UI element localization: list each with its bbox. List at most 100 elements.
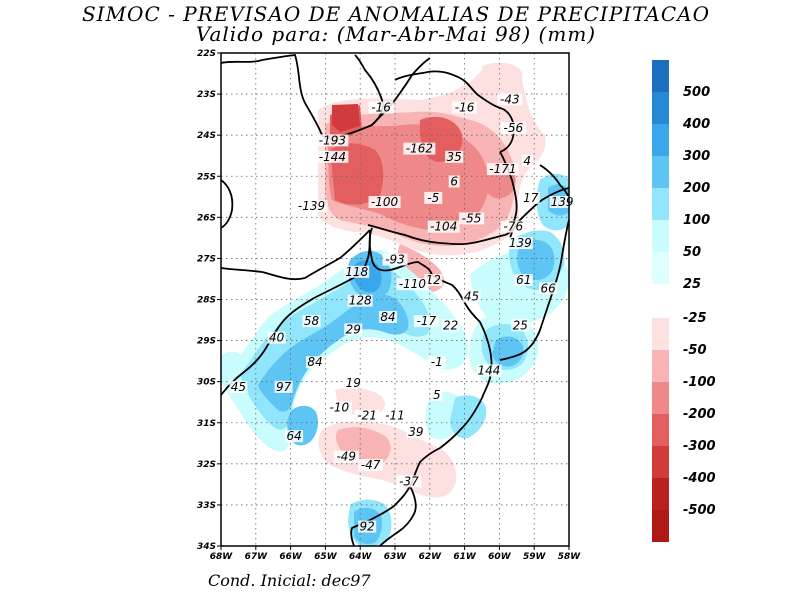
lat-tick-label: 23S [197,90,216,100]
legend-swatch-negative [652,414,669,446]
value-label-bg [476,364,502,377]
legend-swatch-positive [652,92,669,124]
value-label-bg [424,274,443,287]
value-label-bg [406,426,425,439]
anomaly-value: 19 [346,376,361,390]
value-label-bg [445,150,464,163]
legend-swatch-positive [652,188,669,220]
anomaly-value: -171 [489,162,516,176]
anomaly-value: 17 [523,191,539,205]
anomaly-value: -43 [500,92,520,106]
anomaly-value: 12 [426,273,441,287]
anomaly-value: 35 [447,150,462,164]
legend-swatch-negative [652,350,669,382]
anomaly-value: 128 [349,294,372,308]
anomaly-value: -76 [504,220,524,234]
value-label-bg [462,290,481,303]
value-label-bg [413,315,439,328]
legend-swatch-positive [652,60,669,92]
legend-swatch-positive [652,156,669,188]
lon-tick-label: 63W [384,552,408,562]
anomaly-value: 92 [360,520,375,534]
anomaly-value: 144 [478,363,501,377]
value-label-bg [441,319,460,332]
value-label-bg [521,154,533,167]
anomaly-value: 84 [380,310,395,324]
value-label-bg [368,196,401,209]
value-label-bg [358,458,384,471]
value-label-bg [452,101,478,114]
anomaly-value: 45 [464,290,479,304]
anomaly-value: 6 [450,174,458,188]
anomaly-value: 40 [269,331,285,345]
legend-swatch-negative [652,510,669,542]
anomaly-value: -5 [427,191,439,205]
legend-label-negative: -500 [683,503,716,518]
legend-swatch-positive [652,252,669,284]
value-label-bg [431,389,443,402]
value-label-bg [333,450,359,463]
value-label-bg [354,409,380,422]
anomaly-value: 25 [513,318,528,332]
anomaly-value: -100 [371,195,399,209]
anomaly-value: 29 [346,322,361,336]
value-label-bg [511,319,530,332]
lon-tick-label: 64W [349,552,373,562]
anomaly-value: 64 [286,429,301,443]
lon-tick-label: 66W [279,552,303,562]
anomaly-value: 66 [540,281,556,295]
anomaly-value: -55 [462,211,482,225]
value-label-bg [539,282,558,295]
legend-swatch-negative [652,446,669,478]
value-label-bg [427,220,460,233]
value-label-bg [424,191,443,204]
anomaly-value: 61 [516,273,531,287]
lat-tick-label: 31S [197,419,216,429]
value-labels: -43 -16 -16 -56 -193 -162 35 4 -144 -171 6 -5 17 139 -… [229,92,575,534]
lat-tick-label: 34S [197,542,216,552]
lon-tick-label: 61W [453,552,477,562]
value-label-bg [347,294,373,307]
lon-tick-label: 68W [210,552,234,562]
anomaly-value: 139 [551,195,574,209]
lon-tick-label: 65W [314,552,338,562]
value-label-bg [486,163,519,176]
value-label-bg [396,278,429,291]
legend-swatch-negative [652,478,669,510]
anomaly-value: -47 [361,458,381,472]
legend-label-negative: -200 [683,407,716,422]
lat-tick-label: 25S [197,172,216,182]
anomaly-value: 139 [509,236,532,250]
anomaly-value: 22 [443,318,458,332]
legend-label-negative: -400 [683,471,716,486]
lon-tick-label: 67W [245,552,269,562]
legend-label-positive: 300 [683,149,710,164]
value-label-bg [396,475,422,488]
anomaly-value: -56 [504,121,524,135]
legend-label-positive: 400 [682,117,710,132]
anomaly-value: -110 [399,277,427,291]
anomaly-value: -93 [385,253,405,267]
value-label-bg [521,191,540,204]
initial-condition-note: Cond. Inicial: dec97 [208,571,371,590]
legend-label-negative: -25 [683,311,707,326]
value-label-bg [368,101,394,114]
anomaly-value: 5 [433,388,441,402]
color-legend: 500 400 300 200 100 50 25 -25 -50 -100 -200 -300 -40… [652,60,716,542]
lat-tick-label: 33S [197,501,216,511]
lat-tick-label: 32S [197,460,216,470]
value-label-bg [403,142,436,155]
anomaly-value: -193 [319,133,346,147]
value-label-bg [316,150,349,163]
value-label-bg [344,265,370,278]
anomaly-value: -162 [406,142,433,156]
legend-swatch-positive [652,220,669,252]
value-label-bg [302,315,321,328]
lon-tick-label: 59W [523,552,547,562]
legend-swatch-negative [652,318,669,350]
value-label-bg [344,376,363,389]
lon-tick-label: 60W [488,552,512,562]
value-label-bg [514,274,533,287]
lat-tick-label: 24S [197,131,216,141]
value-label-bg [382,253,408,266]
